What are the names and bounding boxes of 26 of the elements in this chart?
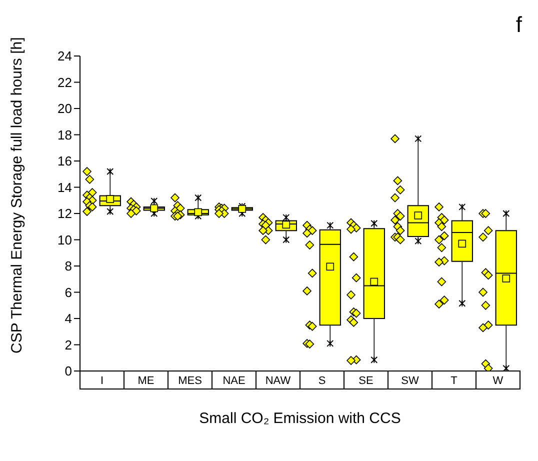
y-tick-label: 14 bbox=[58, 180, 72, 195]
y-tick-label: 6 bbox=[64, 284, 72, 300]
x-axis-title: Small CO₂ Emission with CCS bbox=[199, 410, 401, 427]
x-tick-label: MES bbox=[178, 375, 202, 387]
x-tick-label: ME bbox=[138, 375, 154, 387]
y-tick-label: 8 bbox=[64, 258, 72, 274]
x-tick-label: NAW bbox=[265, 375, 292, 387]
y-tick-label: 10 bbox=[58, 232, 72, 248]
y-axis-title: CSP Thermal Energy Storage full load hours [h] bbox=[8, 37, 26, 354]
x-tick-label: T bbox=[450, 375, 458, 387]
y-tick-label: 20 bbox=[58, 101, 72, 116]
y-tick-label: 4 bbox=[64, 311, 72, 326]
x-tick-label: I bbox=[100, 375, 104, 387]
y-tick-label: 2 bbox=[64, 337, 72, 352]
y-tick-label: 22 bbox=[58, 74, 72, 90]
x-tick-label: SW bbox=[401, 375, 420, 387]
x-tick-label: SE bbox=[358, 375, 374, 387]
y-tick-label: 24 bbox=[58, 48, 72, 64]
y-tick-label: 12 bbox=[58, 206, 72, 222]
y-tick-label: 16 bbox=[58, 154, 72, 169]
y-tick-label: 18 bbox=[58, 127, 72, 142]
x-tick-label: NAE bbox=[222, 375, 246, 387]
text: f bbox=[516, 12, 522, 38]
y-tick-label: 0 bbox=[64, 364, 72, 379]
x-tick-label: W bbox=[492, 375, 504, 387]
x-tick-label: S bbox=[318, 375, 326, 387]
